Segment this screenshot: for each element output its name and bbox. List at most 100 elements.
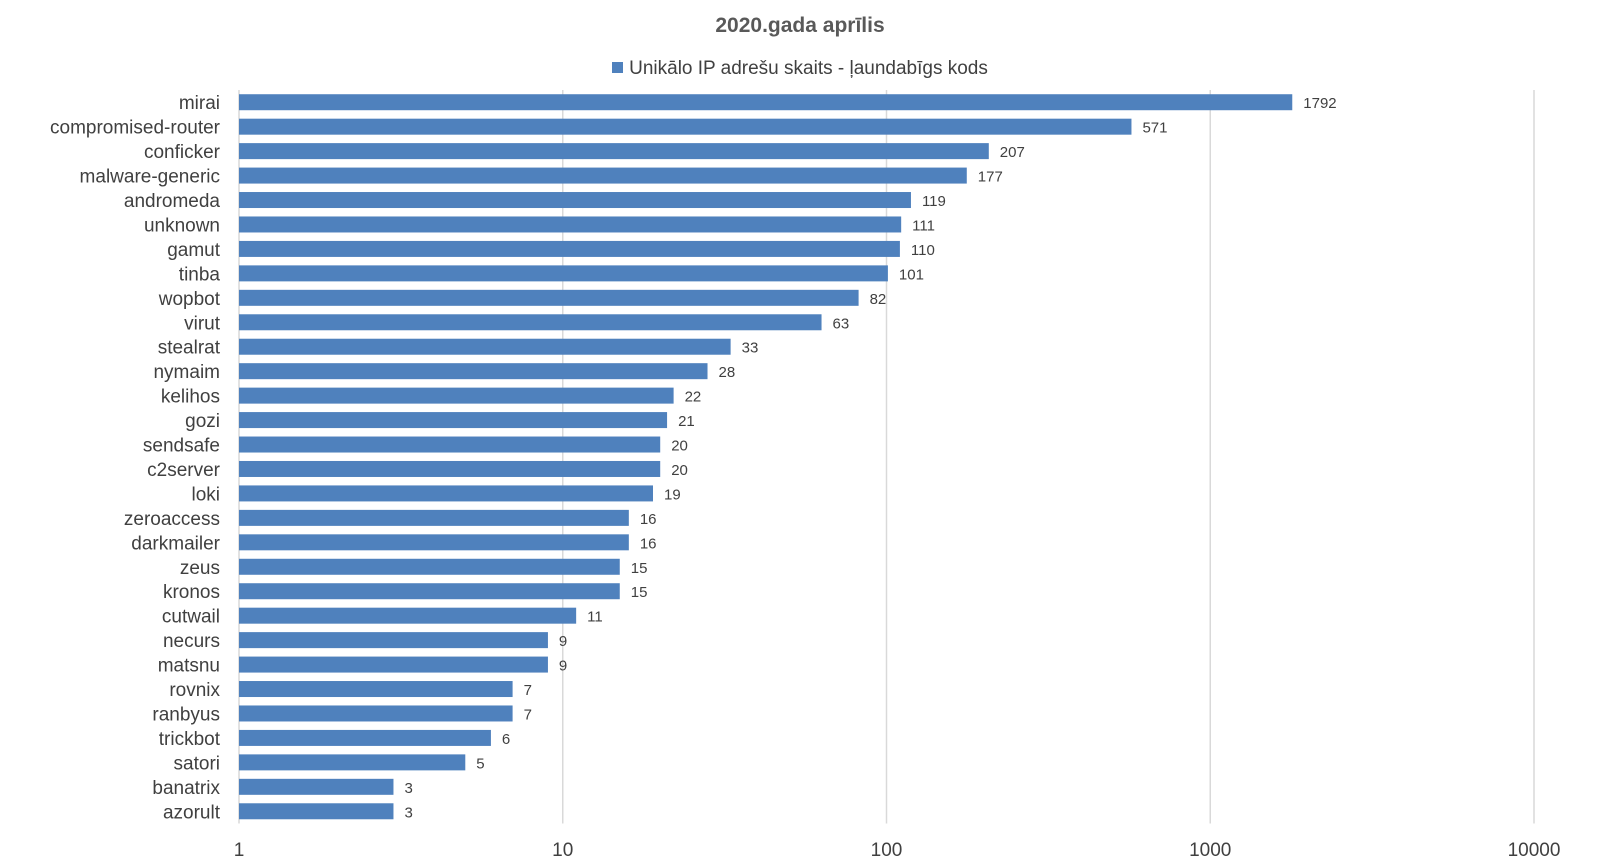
bar <box>239 485 653 502</box>
data-label: 15 <box>631 584 648 601</box>
bar <box>239 363 708 380</box>
data-label: 11 <box>587 609 603 626</box>
bar <box>239 754 466 771</box>
category-label: conficker <box>144 142 221 163</box>
data-label: 1792 <box>1303 95 1336 112</box>
legend-label: Unikālo IP adrešu skaits - ļaundabīgs ko… <box>629 58 988 79</box>
data-label: 6 <box>502 731 510 748</box>
data-label: 9 <box>559 633 567 650</box>
bar <box>239 583 620 600</box>
bar <box>239 192 911 209</box>
category-label: stealrat <box>158 338 221 359</box>
bar <box>239 412 668 429</box>
bar <box>239 118 1132 135</box>
bar <box>239 265 888 282</box>
data-label: 15 <box>631 560 648 577</box>
bar <box>239 289 859 306</box>
bar <box>239 240 900 257</box>
category-label: gozi <box>185 411 220 432</box>
category-label: banatrix <box>152 778 220 799</box>
category-label: tinba <box>179 264 221 285</box>
bar <box>239 94 1293 111</box>
x-tick-label: 1000 <box>1189 840 1231 861</box>
bar <box>239 338 731 355</box>
bar <box>239 778 394 795</box>
data-label: 63 <box>833 315 850 332</box>
data-label: 177 <box>978 169 1003 186</box>
data-label: 82 <box>870 291 887 308</box>
bar <box>239 558 620 575</box>
bar <box>239 632 548 649</box>
data-label: 16 <box>640 511 657 528</box>
data-label: 21 <box>678 413 695 430</box>
bar <box>239 460 661 477</box>
category-label: darkmailer <box>131 533 220 554</box>
category-label: ranbyus <box>152 704 220 725</box>
category-label: mirai <box>179 93 220 114</box>
x-tick-label: 10000 <box>1508 840 1561 861</box>
legend-swatch <box>612 62 624 73</box>
data-label: 119 <box>922 193 946 210</box>
bar <box>239 729 491 746</box>
category-label: kelihos <box>161 387 220 408</box>
bar <box>239 607 577 624</box>
category-label: unknown <box>144 215 220 236</box>
bar <box>239 436 661 453</box>
bar <box>239 387 674 404</box>
category-label: satori <box>174 753 220 774</box>
data-label: 16 <box>640 535 657 552</box>
bar <box>239 314 822 331</box>
data-label: 3 <box>404 804 412 821</box>
bar <box>239 681 513 698</box>
category-label: compromised-router <box>50 118 221 139</box>
data-label: 20 <box>671 462 688 479</box>
data-label: 571 <box>1142 120 1167 137</box>
data-label: 22 <box>685 389 702 406</box>
data-label: 5 <box>476 755 484 772</box>
data-label: 33 <box>742 340 759 357</box>
x-tick-label: 1 <box>234 840 245 861</box>
category-label: nymaim <box>153 362 220 383</box>
bar <box>239 705 513 722</box>
x-tick-label: 10 <box>552 840 573 861</box>
bar <box>239 656 548 673</box>
bar <box>239 534 629 551</box>
data-label: 3 <box>404 780 412 797</box>
bar <box>239 216 902 233</box>
category-label: malware-generic <box>80 167 220 188</box>
data-label: 20 <box>671 438 688 455</box>
category-label: necurs <box>163 631 220 652</box>
category-label: wopbot <box>158 289 221 310</box>
category-label: matsnu <box>158 656 220 677</box>
x-tick-label: 100 <box>871 840 903 861</box>
category-label: c2server <box>147 460 221 481</box>
category-label: gamut <box>167 240 221 261</box>
category-label: andromeda <box>124 191 221 212</box>
data-label: 19 <box>664 486 681 503</box>
category-label: virut <box>184 313 221 334</box>
data-label: 111 <box>912 217 935 234</box>
category-label: zeus <box>180 558 220 579</box>
data-label: 110 <box>911 242 935 259</box>
category-label: sendsafe <box>143 436 220 457</box>
data-label: 28 <box>719 364 736 381</box>
category-label: trickbot <box>159 729 221 750</box>
data-label: 7 <box>524 706 532 723</box>
data-label: 101 <box>899 266 924 283</box>
category-label: rovnix <box>169 680 220 701</box>
category-label: zeroaccess <box>124 509 220 530</box>
legend: Unikālo IP adrešu skaits - ļaundabīgs ko… <box>0 58 1600 80</box>
category-label: cutwail <box>162 607 220 628</box>
bar <box>239 143 989 160</box>
data-label: 7 <box>524 682 532 699</box>
bar <box>239 167 967 184</box>
category-label: kronos <box>163 582 220 603</box>
data-label: 207 <box>1000 144 1025 161</box>
bar <box>239 803 394 820</box>
data-label: 9 <box>559 658 567 675</box>
bar <box>239 509 629 526</box>
category-label: loki <box>191 484 220 505</box>
chart-title: 2020.gada aprīlis <box>715 14 885 37</box>
category-label: azorult <box>163 802 221 823</box>
